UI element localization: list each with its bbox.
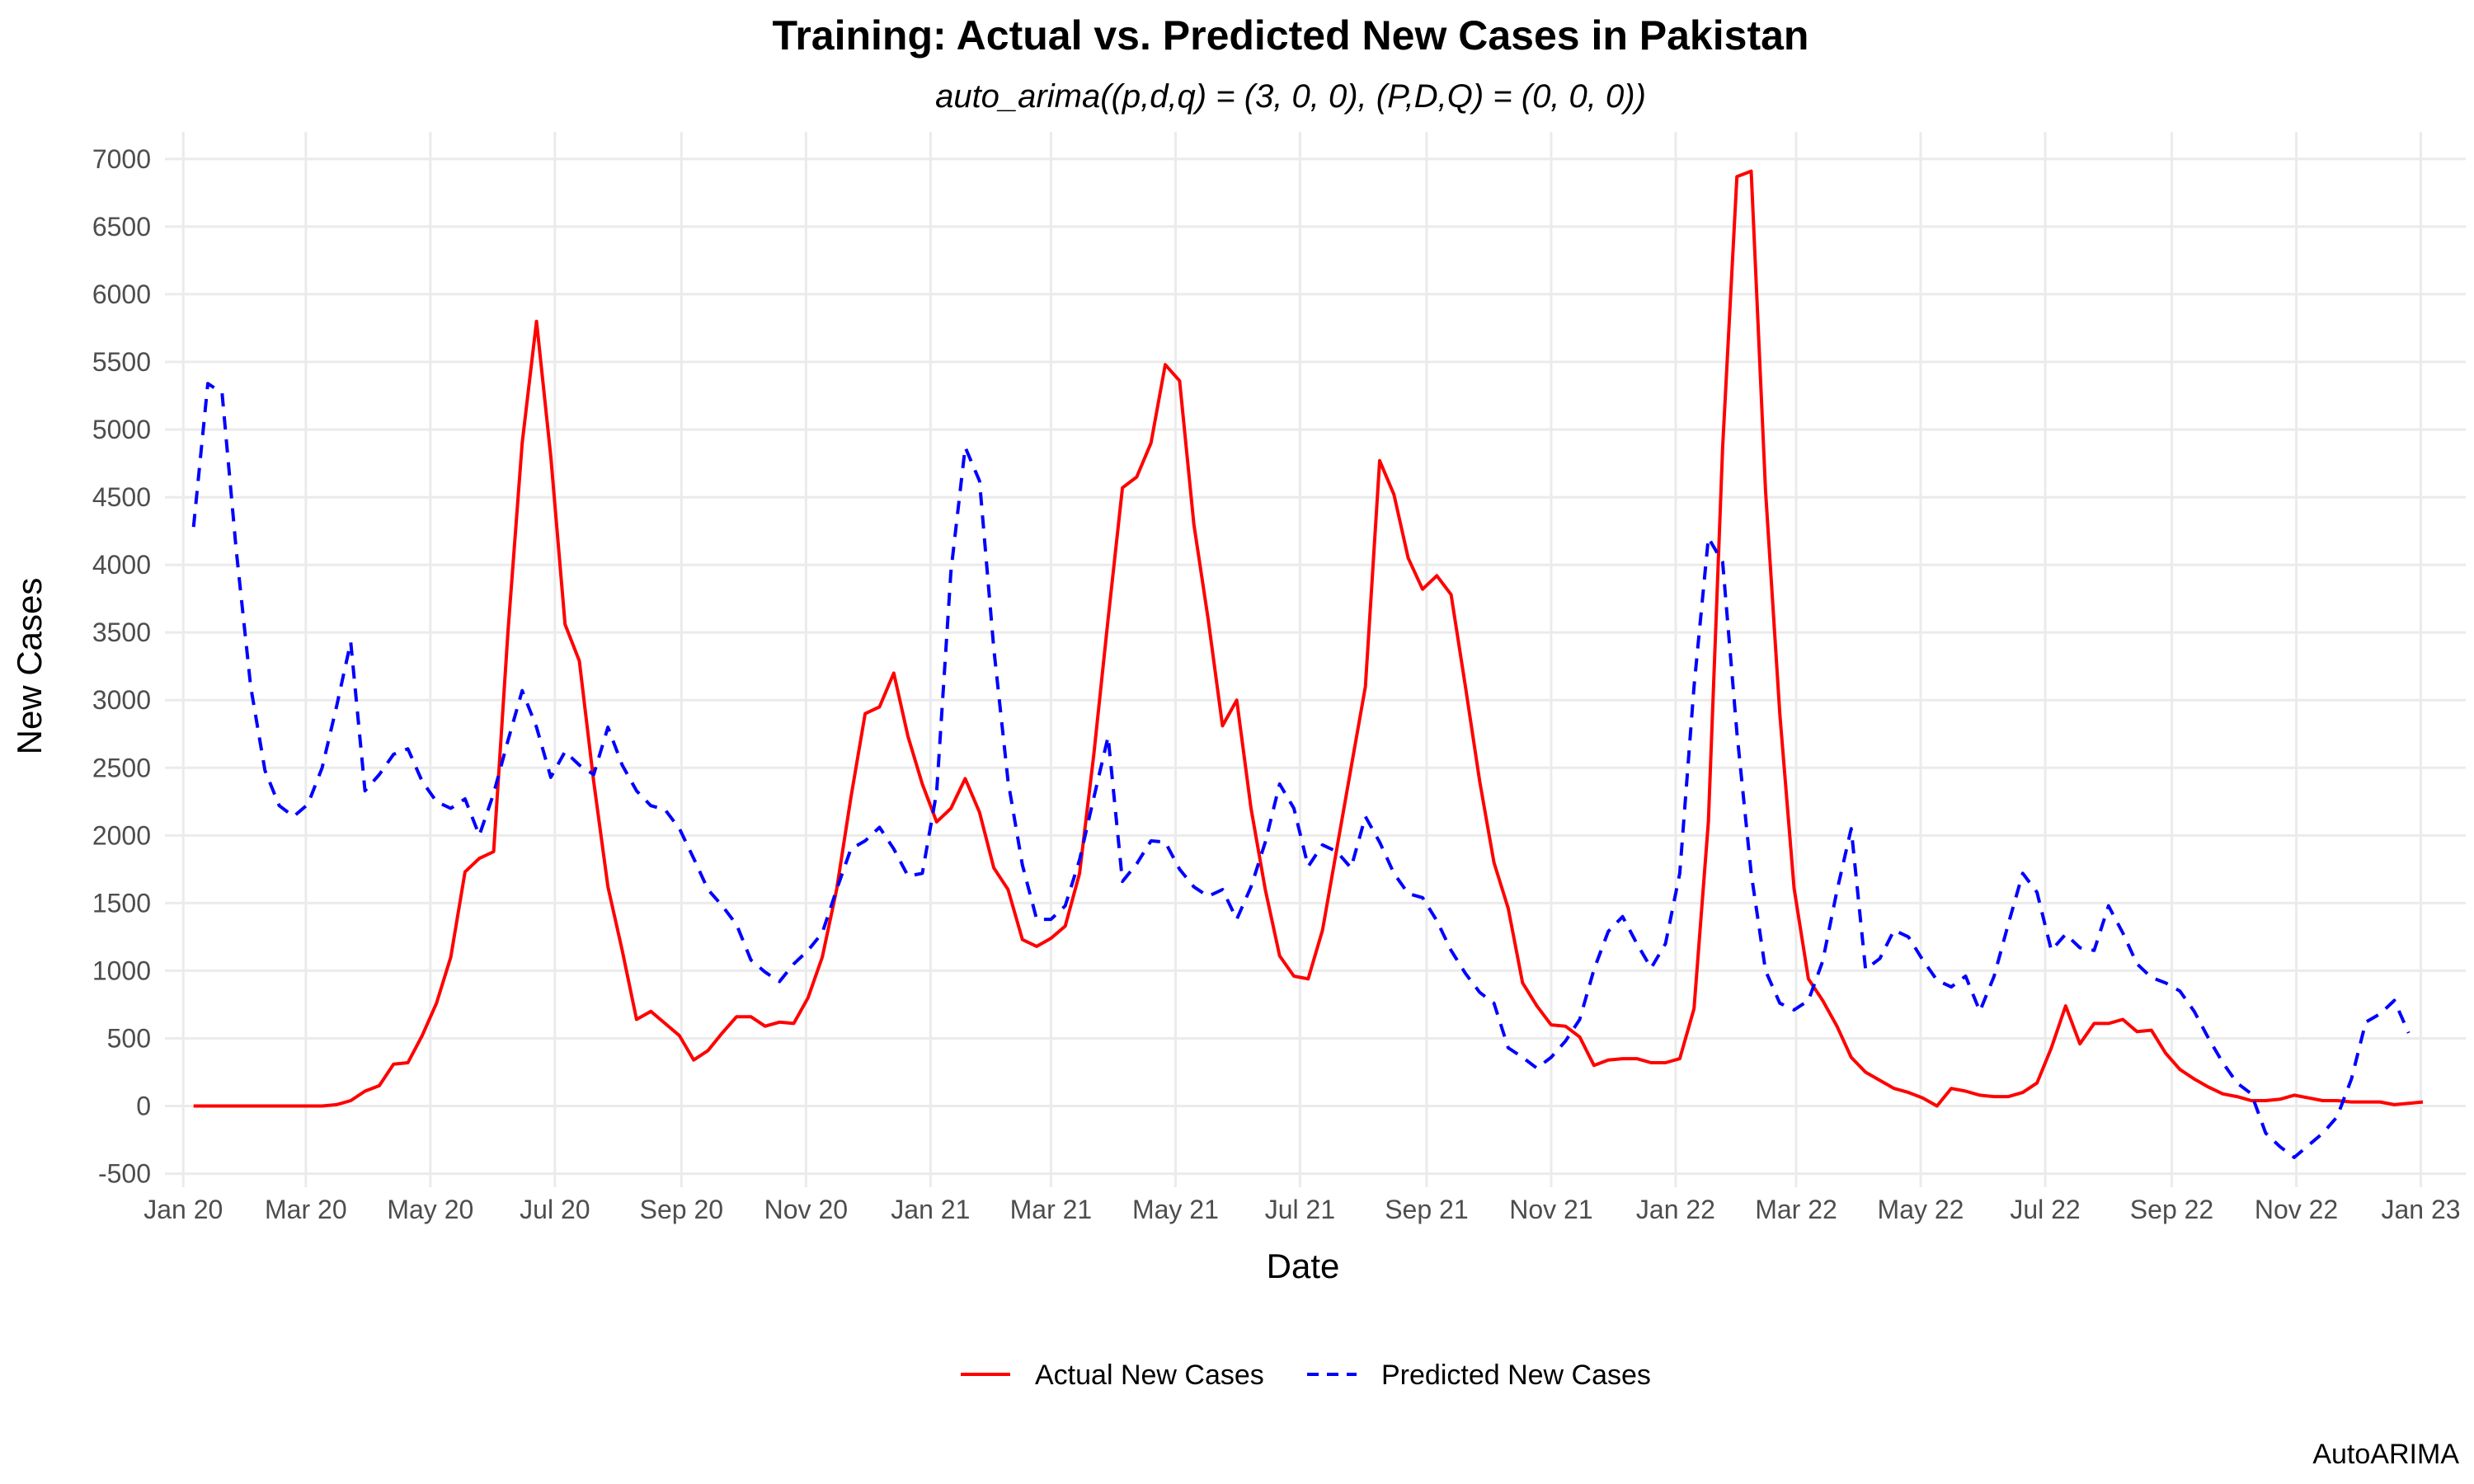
x-tick-label: May 20 (387, 1195, 473, 1224)
y-tick-label: -500 (98, 1159, 151, 1189)
x-axis-ticks: Jan 20 Mar 20 May 20 Jul 20 Sep 20 Nov 20 Jan … (143, 1195, 2460, 1224)
y-tick-label: 2000 (92, 820, 151, 850)
y-tick-label: 3000 (92, 685, 151, 715)
y-axis-ticks: -500 0 500 1000 1500 2000 2500 3000 3500 4000 4500… (92, 144, 151, 1189)
x-tick-label: Jan 21 (891, 1195, 970, 1224)
x-tick-label: May 22 (1878, 1195, 1964, 1224)
x-tick-label: Nov 20 (764, 1195, 848, 1224)
y-tick-label: 7000 (92, 144, 151, 174)
y-tick-label: 5500 (92, 347, 151, 377)
x-tick-label: Mar 20 (265, 1195, 347, 1224)
y-tick-label: 1500 (92, 888, 151, 918)
x-tick-label: Jul 21 (1265, 1195, 1335, 1224)
x-tick-label: Jul 20 (520, 1195, 590, 1224)
y-axis-title: New Cases (10, 578, 49, 755)
y-tick-label: 2500 (92, 753, 151, 782)
x-tick-label: Jan 22 (1636, 1195, 1715, 1224)
x-tick-label: Jul 22 (2010, 1195, 2080, 1224)
y-tick-label: 5000 (92, 415, 151, 444)
x-tick-label: Mar 22 (1755, 1195, 1837, 1224)
legend: Actual New Cases Predicted New Cases (961, 1360, 1651, 1391)
chart-title: Training: Actual vs. Predicted New Cases… (773, 12, 1809, 59)
x-tick-label: Nov 22 (2255, 1195, 2338, 1224)
x-tick-label: Sep 21 (1385, 1195, 1468, 1224)
legend-label: Actual New Cases (1035, 1360, 1264, 1391)
y-tick-label: 4500 (92, 482, 151, 512)
x-tick-label: Jan 23 (2381, 1195, 2460, 1224)
y-tick-label: 1000 (92, 956, 151, 985)
series-line-actual (193, 169, 2424, 1108)
legend-label: Predicted New Cases (1381, 1360, 1651, 1391)
y-tick-label: 3500 (92, 618, 151, 647)
chart-caption: AutoARIMA (2312, 1439, 2459, 1470)
x-tick-label: Sep 22 (2130, 1195, 2213, 1224)
y-tick-label: 6000 (92, 279, 151, 309)
y-tick-label: 6500 (92, 212, 151, 242)
x-tick-label: May 21 (1132, 1195, 1219, 1224)
y-tick-label: 4000 (92, 550, 151, 580)
y-tick-label: 500 (107, 1023, 151, 1053)
chart-subtitle: auto_arima((p,d,q) = (3, 0, 0), (P,D,Q) … (935, 78, 1646, 115)
series-lines (191, 169, 2424, 1159)
x-axis-title: Date (1267, 1247, 1340, 1285)
x-tick-label: Sep 20 (640, 1195, 723, 1224)
x-tick-label: Mar 21 (1010, 1195, 1093, 1224)
x-tick-label: Jan 20 (143, 1195, 223, 1224)
series-line-predicted (191, 382, 2411, 1159)
x-tick-label: Nov 21 (1509, 1195, 1592, 1224)
y-tick-label: 0 (136, 1092, 151, 1121)
